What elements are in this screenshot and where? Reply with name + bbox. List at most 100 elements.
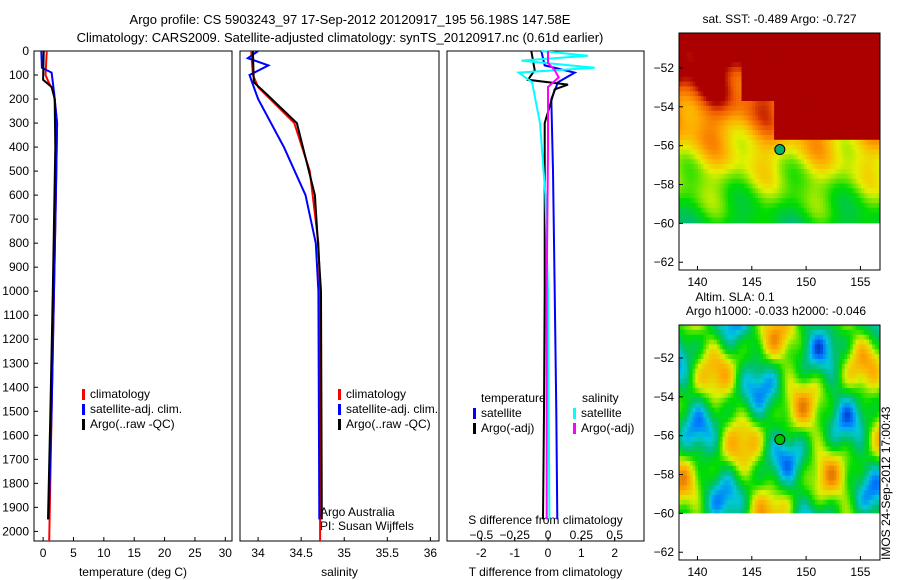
heatmap-cell: [861, 217, 865, 223]
heatmap-cell: [708, 130, 713, 136]
heatmap-cell: [687, 402, 691, 409]
heatmap-cell: [730, 198, 734, 204]
heatmap-cell: [812, 164, 816, 170]
heatmap-cell: [823, 120, 827, 126]
heatmap-cell: [714, 203, 718, 209]
heatmap-cell: [831, 188, 835, 194]
heatmap-cell: [877, 86, 881, 92]
heatmap-cell: [814, 81, 818, 87]
heatmap-cell: [760, 436, 764, 443]
heatmap-cell: [763, 42, 767, 49]
heatmap-cell: [809, 62, 813, 68]
heatmap-cell: [746, 446, 751, 452]
heatmap-cell: [844, 344, 848, 350]
heatmap-cell: [719, 33, 723, 39]
heatmap-cell: [869, 76, 873, 83]
heatmap-cell: [741, 164, 745, 170]
heatmap-cell: [833, 431, 837, 438]
heatmap-cell: [858, 354, 862, 360]
heatmap-cell: [771, 388, 775, 394]
heatmap-cell: [784, 363, 789, 370]
heatmap-cell: [760, 207, 764, 214]
heatmap-cell: [793, 412, 797, 418]
heatmap-cell: [863, 378, 867, 384]
heatmap-cell: [738, 159, 742, 165]
heatmap-cell: [850, 169, 854, 175]
heatmap-cell: [706, 125, 710, 131]
heatmap-cell: [711, 349, 715, 355]
heatmap-cell: [679, 431, 683, 438]
heatmap-cell: [711, 33, 715, 39]
heatmap-cell: [692, 446, 696, 452]
heatmap-cell: [806, 329, 810, 336]
heatmap-cell: [736, 193, 740, 199]
heatmap-cell: [823, 130, 827, 136]
heatmap-cell: [717, 37, 721, 44]
heatmap-cell: [844, 120, 848, 126]
heatmap-cell: [776, 42, 780, 49]
heatmap-cell: [765, 363, 770, 370]
heatmap-cell: [801, 144, 805, 151]
heatmap-cell: [866, 42, 870, 49]
heatmap-cell: [795, 349, 799, 355]
heatmap-cell: [852, 344, 856, 350]
heatmap-cell: [790, 110, 794, 117]
heatmap-cell: [795, 329, 799, 336]
heatmap-cell: [752, 135, 756, 141]
heatmap-cell: [847, 359, 851, 365]
heatmap-cell: [784, 183, 789, 189]
heatmap-cell: [871, 115, 876, 121]
heatmap-cell: [836, 183, 840, 189]
heatmap-cell: [746, 378, 751, 384]
heatmap-cell: [714, 422, 718, 428]
heatmap-cell: [814, 422, 818, 428]
heatmap-cell: [763, 135, 767, 141]
heatmap-cell: [869, 203, 873, 209]
heatmap-cell: [858, 62, 862, 68]
heatmap-cell: [771, 354, 775, 360]
heatmap-cell: [782, 329, 786, 336]
heatmap-cell: [687, 37, 691, 44]
heatmap-cell: [684, 334, 688, 341]
heatmap-cell: [765, 431, 770, 438]
heatmap-cell: [787, 96, 791, 102]
heatmap-cell: [684, 154, 688, 160]
heatmap-cell: [706, 101, 710, 107]
heatmap-cell: [828, 57, 832, 63]
heatmap-cell: [842, 203, 846, 209]
heatmap-cell: [871, 359, 876, 365]
heatmap-cell: [842, 120, 846, 126]
heatmap-cell: [765, 188, 770, 194]
heatmap-cell: [833, 203, 837, 209]
heatmap-cell: [719, 397, 723, 404]
heatmap-cell: [809, 178, 813, 185]
y-tick-label: 500: [9, 164, 29, 178]
heatmap-cell: [847, 422, 851, 428]
heatmap-cell: [831, 207, 835, 214]
heatmap-cell: [847, 62, 851, 68]
heatmap-cell: [855, 149, 859, 155]
heatmap-cell: [861, 373, 865, 379]
heatmap-cell: [866, 47, 870, 53]
heatmap-cell: [842, 164, 846, 170]
heatmap-cell: [839, 37, 843, 44]
heatmap-cell: [825, 188, 829, 194]
heatmap-cell: [839, 188, 843, 194]
heatmap-cell: [774, 207, 778, 214]
heatmap-cell: [820, 178, 824, 185]
heatmap-cell: [776, 91, 780, 97]
heatmap-cell: [679, 436, 683, 443]
heatmap-cell: [736, 105, 740, 112]
heatmap-cell: [806, 427, 810, 433]
heatmap-cell: [725, 354, 729, 360]
heatmap-cell: [844, 47, 848, 53]
heatmap-cell: [717, 101, 721, 107]
heatmap-cell: [823, 164, 827, 170]
heatmap-cell: [869, 37, 873, 44]
heatmap-cell: [698, 373, 702, 379]
heatmap-cell: [861, 76, 865, 83]
heatmap-cell: [825, 363, 829, 370]
heatmap-cell: [714, 383, 718, 389]
heatmap-cell: [741, 115, 745, 121]
heatmap-cell: [784, 207, 789, 214]
